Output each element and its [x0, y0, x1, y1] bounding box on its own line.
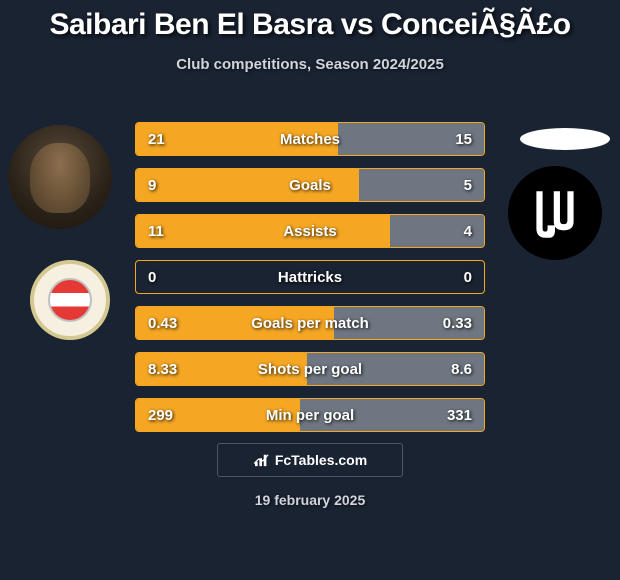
stat-value-left: 21: [148, 131, 165, 148]
stat-value-left: 11: [148, 223, 164, 240]
stat-label: Matches: [280, 131, 340, 148]
player-right-avatar: [520, 128, 610, 150]
page-title: Saibari Ben El Basra vs ConceiÃ§Ã£o: [0, 0, 620, 42]
juventus-icon: [524, 182, 586, 244]
branding-box[interactable]: FcTables.com: [217, 443, 403, 477]
stat-label: Goals: [289, 177, 331, 194]
stat-value-right: 331: [447, 407, 472, 424]
stat-row-gpm: 0.43 Goals per match 0.33: [135, 306, 485, 340]
date-text: 19 february 2025: [255, 492, 366, 508]
stat-fill-left: [136, 215, 390, 247]
club-left-logo: [30, 260, 110, 340]
stat-value-left: 299: [148, 407, 173, 424]
club-right-logo: [508, 166, 602, 260]
stat-label: Assists: [283, 223, 336, 240]
stat-row-hattricks: 0 Hattricks 0: [135, 260, 485, 294]
stat-label: Goals per match: [251, 315, 369, 332]
stat-value-right: 8.6: [451, 361, 472, 378]
stats-container: 21 Matches 15 9 Goals 5 11 Assists 4 0 H…: [135, 122, 485, 444]
chart-icon: [253, 453, 271, 467]
club-left-badge: [48, 278, 92, 322]
stat-value-left: 8.33: [148, 361, 177, 378]
stat-row-mpg: 299 Min per goal 331: [135, 398, 485, 432]
stat-value-right: 15: [455, 131, 472, 148]
stat-row-goals: 9 Goals 5: [135, 168, 485, 202]
stat-label: Min per goal: [266, 407, 354, 424]
stat-label: Hattricks: [278, 269, 342, 286]
player-left-avatar: [8, 125, 112, 229]
stat-value-right: 0.33: [443, 315, 472, 332]
stat-row-spg: 8.33 Shots per goal 8.6: [135, 352, 485, 386]
branding-text: FcTables.com: [275, 452, 367, 468]
stat-value-right: 4: [464, 223, 472, 240]
stat-row-matches: 21 Matches 15: [135, 122, 485, 156]
subtitle: Club competitions, Season 2024/2025: [0, 56, 620, 73]
stat-value-left: 0.43: [148, 315, 177, 332]
stat-value-left: 0: [148, 269, 156, 286]
stat-value-right: 0: [464, 269, 472, 286]
stat-row-assists: 11 Assists 4: [135, 214, 485, 248]
stat-value-right: 5: [464, 177, 472, 194]
stat-label: Shots per goal: [258, 361, 362, 378]
stat-value-left: 9: [148, 177, 156, 194]
